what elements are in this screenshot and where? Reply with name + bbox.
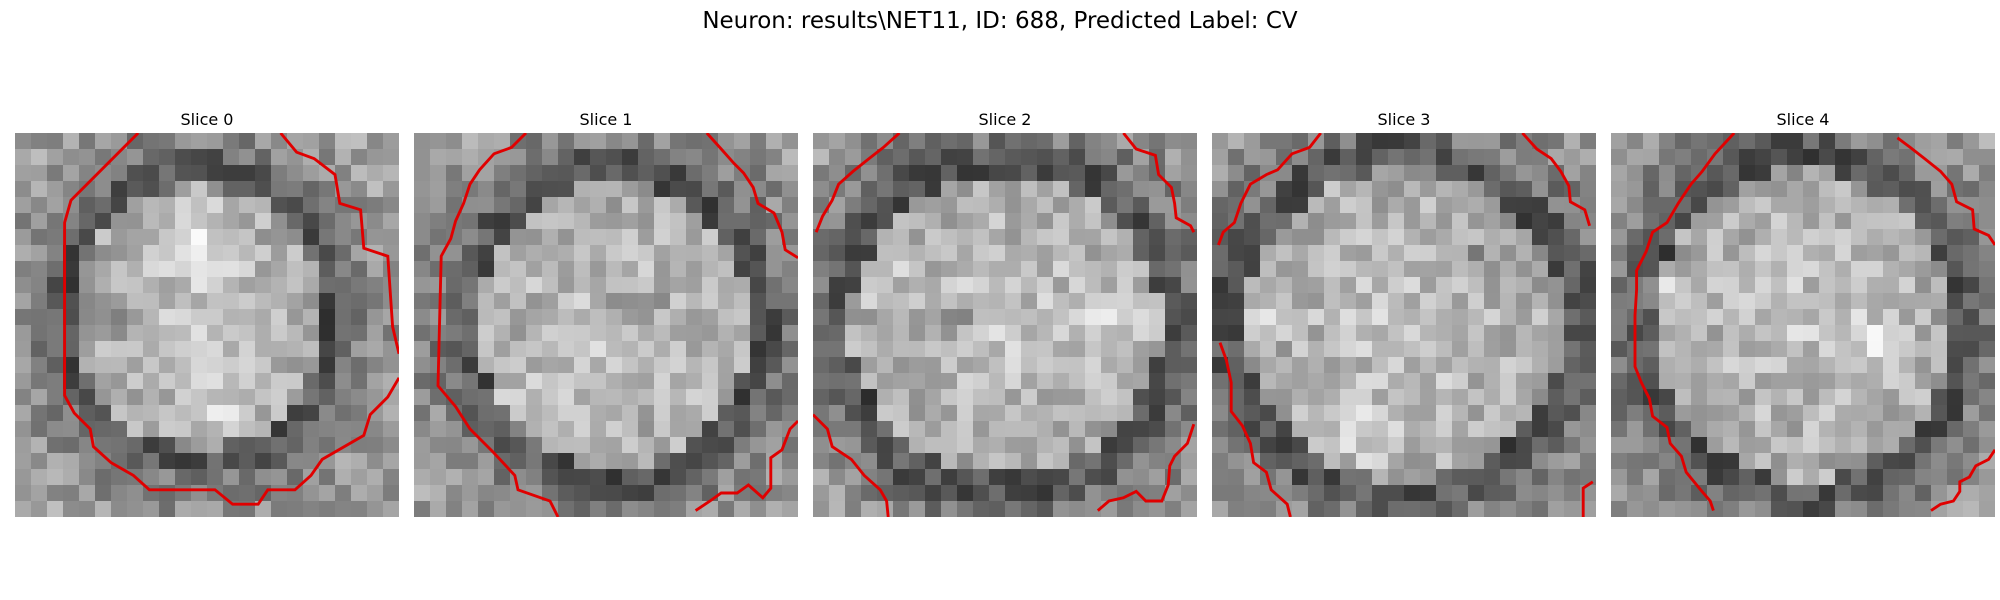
contour-line: [1096, 423, 1196, 512]
contour-line: [1122, 133, 1196, 233]
slice-panel-4: Slice 4: [1611, 107, 1995, 517]
slice-image-4: [1611, 133, 1995, 517]
contour-line: [1930, 449, 1995, 512]
slice-title-0: Slice 0: [180, 110, 234, 129]
contour-line: [694, 419, 798, 512]
contour-line: [814, 133, 901, 233]
contour-line: [1633, 133, 1736, 512]
slice-panel-0: Slice 0: [15, 107, 399, 517]
slice-panel-2: Slice 2: [813, 107, 1197, 517]
slice-image-3: [1212, 133, 1596, 517]
contour-line: [1581, 480, 1594, 517]
contour-line: [1218, 342, 1292, 517]
slice-image-0-svg: [15, 133, 399, 517]
contour-line: [705, 133, 798, 260]
slice-title-1: Slice 1: [579, 110, 633, 129]
contour-line: [1217, 133, 1322, 246]
slice-image-2: [813, 133, 1197, 517]
slice-title-3: Slice 3: [1377, 110, 1431, 129]
slice-image-2-svg: [813, 133, 1197, 517]
figure-title: Neuron: results\NET11, ID: 688, Predicte…: [702, 8, 1298, 34]
contour-line: [1896, 136, 1995, 246]
contour-line: [1521, 133, 1591, 227]
slice-image-1: [414, 133, 798, 517]
slice-title-4: Slice 4: [1776, 110, 1830, 129]
slice-image-1-svg: [414, 133, 798, 517]
slice-image-4-svg: [1611, 133, 1995, 517]
contour-line: [813, 413, 890, 517]
slice-image-0: [15, 133, 399, 517]
slice-image-3-svg: [1212, 133, 1596, 517]
contour-line: [63, 133, 399, 506]
slice-panel-3: Slice 3: [1212, 107, 1596, 517]
slice-panel-1: Slice 1: [414, 107, 798, 517]
contour-line: [436, 133, 560, 517]
slice-title-2: Slice 2: [978, 110, 1032, 129]
contour-line: [279, 133, 399, 355]
